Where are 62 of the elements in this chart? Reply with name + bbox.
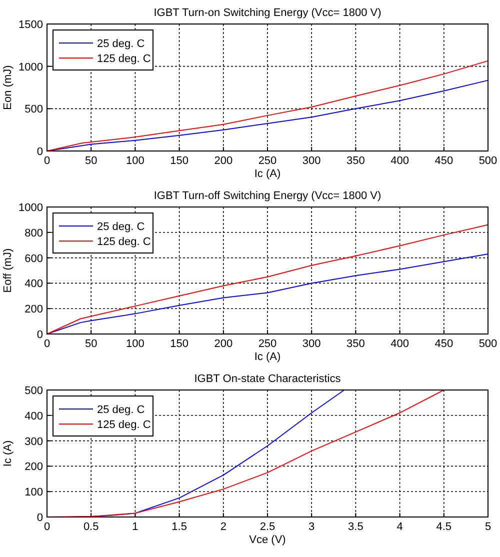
y-tick-label: 1000 xyxy=(18,202,43,214)
y-axis-title: Ic (A) xyxy=(2,440,14,467)
x-tick-label: 300 xyxy=(302,338,321,350)
y-tick-label: 800 xyxy=(24,227,43,240)
y-tick-label: 1500 xyxy=(18,19,43,31)
x-tick-label: 2.5 xyxy=(260,521,276,533)
y-tick-label: 100 xyxy=(24,486,43,499)
x-tick-label: 500 xyxy=(478,338,498,350)
x-tick-label: 4.5 xyxy=(436,521,452,533)
x-tick-label: 250 xyxy=(258,338,277,350)
x-tick-label: 3 xyxy=(308,521,315,533)
chart-title: IGBT On-state Characteristics xyxy=(194,373,342,385)
x-tick-label: 350 xyxy=(346,155,365,167)
chart-title: IGBT Turn-off Switching Energy (Vcc= 1800 V) xyxy=(154,190,382,202)
x-axis-title: Vce (V) xyxy=(249,534,286,546)
x-tick-label: 100 xyxy=(126,155,144,167)
legend-label: 25 deg. C xyxy=(97,404,145,416)
legend-label: 125 deg. C xyxy=(97,53,151,65)
y-tick-label: 400 xyxy=(24,278,43,290)
legend-label: 25 deg. C xyxy=(97,221,145,233)
x-axis-title: Ic (A) xyxy=(254,168,281,180)
x-tick-label: 450 xyxy=(434,155,454,167)
x-tick-label: 150 xyxy=(170,338,188,350)
x-tick-label: 3.5 xyxy=(348,521,364,533)
y-tick-label: 200 xyxy=(24,461,43,474)
x-tick-label: 0.5 xyxy=(83,521,99,533)
line-series xyxy=(46,224,488,334)
x-tick-label: 50 xyxy=(84,338,98,350)
x-tick-label: 4 xyxy=(396,521,403,533)
x-tick-label: 5 xyxy=(484,521,492,533)
x-tick-label: 450 xyxy=(434,338,454,350)
x-tick-label: 50 xyxy=(84,155,98,167)
legend-label: 125 deg. C xyxy=(97,419,151,431)
x-tick-label: 400 xyxy=(390,155,409,167)
x-tick-label: 2 xyxy=(220,521,226,533)
x-tick-label: 250 xyxy=(258,155,277,167)
chart-title: IGBT Turn-on Switching Energy (Vcc= 1800 V) xyxy=(154,7,382,19)
x-tick-label: 1 xyxy=(132,521,138,533)
y-tick-label: 0 xyxy=(36,146,43,158)
y-tick-label: 500 xyxy=(24,385,43,397)
y-tick-label: 0 xyxy=(36,512,43,524)
y-axis-title: Eoff (mJ) xyxy=(2,248,14,293)
x-tick-label: 200 xyxy=(214,338,233,350)
x-tick-label: 500 xyxy=(478,155,498,167)
x-tick-label: 150 xyxy=(170,155,188,167)
x-tick-label: 200 xyxy=(214,155,233,167)
y-tick-label: 400 xyxy=(24,410,43,422)
y-tick-label: 200 xyxy=(24,304,43,316)
y-tick-label: 600 xyxy=(24,252,43,265)
x-tick-label: 350 xyxy=(346,338,365,350)
legend-label: 25 deg. C xyxy=(97,38,145,50)
y-tick-label: 0 xyxy=(36,329,43,341)
y-tick-label: 500 xyxy=(24,104,43,116)
y-axis-title: Eon (mJ) xyxy=(2,65,14,110)
x-tick-label: 400 xyxy=(390,338,409,350)
y-tick-label: 1000 xyxy=(18,61,43,74)
x-axis-title: Ic (A) xyxy=(254,351,281,363)
x-tick-label: 300 xyxy=(302,155,321,167)
legend-label: 125 deg. C xyxy=(97,236,151,248)
x-tick-label: 1.5 xyxy=(172,521,187,533)
y-tick-label: 300 xyxy=(24,436,43,448)
x-tick-label: 100 xyxy=(126,338,144,350)
